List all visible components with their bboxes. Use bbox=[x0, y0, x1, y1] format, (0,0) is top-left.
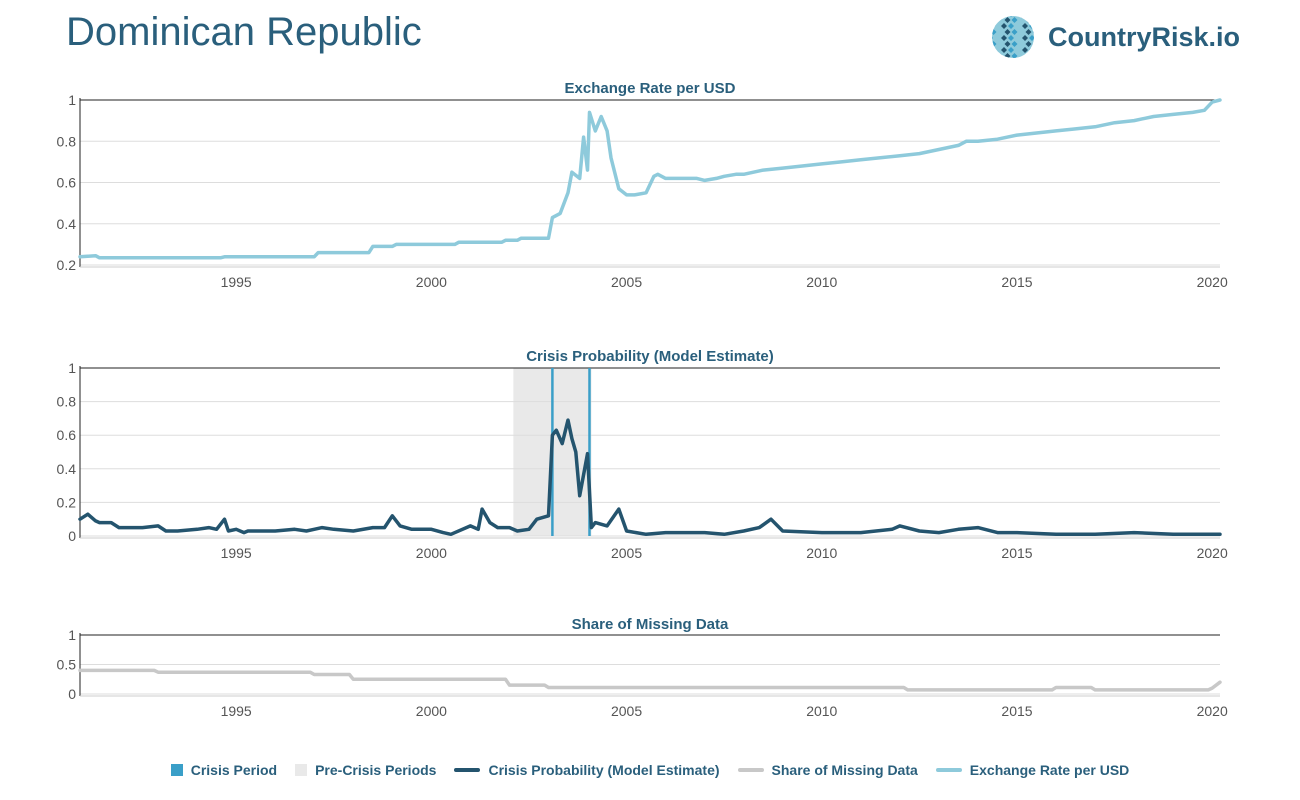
logo-diamond bbox=[1008, 47, 1014, 53]
chart-title: Crisis Probability (Model Estimate) bbox=[526, 348, 774, 365]
logo-diamond bbox=[1018, 29, 1025, 35]
logo-diamond bbox=[1022, 23, 1028, 29]
logo-diamond bbox=[1011, 41, 1018, 47]
legend-item[interactable]: Crisis Period bbox=[170, 762, 278, 778]
y-tick-label: 0.2 bbox=[57, 257, 77, 273]
legend-swatch-line bbox=[935, 768, 962, 772]
logo-diamond bbox=[997, 41, 1004, 47]
legend-item[interactable]: Exchange Rate per USD bbox=[935, 762, 1130, 778]
x-tick-label: 1995 bbox=[221, 703, 252, 719]
logo-diamond bbox=[992, 29, 997, 35]
logo-diamond bbox=[1015, 47, 1021, 53]
y-tick-label: 1 bbox=[68, 627, 76, 643]
y-tick-label: 0.5 bbox=[57, 657, 77, 673]
x-tick-label: 2005 bbox=[611, 274, 642, 290]
y-tick-label: 0.6 bbox=[57, 427, 77, 443]
page-title: Dominican Republic bbox=[66, 10, 422, 54]
legend: Crisis Period Pre-Crisis Periods Crisis Pr… bbox=[0, 762, 1300, 778]
legend-swatch-line bbox=[737, 768, 764, 772]
chart-panel-3: 0 0.5 1 1995 2000 2005 2010 2015 2020 Share of Mi… bbox=[57, 616, 1228, 719]
logo-diamond bbox=[1029, 35, 1034, 41]
legend-swatch-box bbox=[295, 764, 308, 776]
logo-diamond bbox=[1004, 29, 1011, 35]
y-tick-label: 1 bbox=[68, 360, 76, 376]
y-tick-label: 0.4 bbox=[57, 216, 77, 232]
logo-diamond bbox=[1004, 17, 1011, 23]
logo-diamond bbox=[1015, 35, 1021, 41]
legend-item[interactable]: Share of Missing Data bbox=[737, 762, 918, 778]
logo-diamond bbox=[1004, 41, 1011, 47]
y-tick-label: 0.8 bbox=[57, 394, 77, 410]
chart-panel-1: 0.2 0.4 0.6 0.8 1 1995 2000 2005 2010 2015 2020 Exc… bbox=[57, 80, 1228, 290]
logo-diamond bbox=[1001, 35, 1007, 41]
series-line bbox=[78, 668, 1222, 692]
x-tick-label: 2000 bbox=[416, 274, 447, 290]
y-tick-label: 0.6 bbox=[57, 175, 77, 191]
logo-diamond bbox=[1022, 47, 1028, 53]
logo-diamond bbox=[1018, 41, 1025, 47]
legend-label: Exchange Rate per USD bbox=[969, 762, 1130, 778]
x-tick-label: 2000 bbox=[416, 703, 447, 719]
x-tick-label: 2015 bbox=[1001, 274, 1032, 290]
chart-panel-2: 0 0.2 0.4 0.6 0.8 1 1995 2000 2005 2010 2015 2020 Cr… bbox=[57, 348, 1228, 561]
y-tick-label: 0 bbox=[68, 528, 76, 544]
logo-diamond bbox=[1008, 35, 1014, 41]
logo-diamond bbox=[1025, 41, 1032, 47]
x-tick-label: 2015 bbox=[1001, 545, 1032, 561]
logo-diamond bbox=[1011, 17, 1018, 23]
x-tick-label: 2015 bbox=[1001, 703, 1032, 719]
x-tick-label: 2010 bbox=[806, 703, 837, 719]
legend-label: Share of Missing Data bbox=[771, 762, 918, 778]
logo-diamond bbox=[1015, 23, 1021, 29]
x-tick-label: 2020 bbox=[1197, 274, 1228, 290]
logo-diamond bbox=[1022, 35, 1028, 41]
logo-diamond bbox=[992, 41, 997, 47]
y-tick-label: 0 bbox=[68, 686, 76, 702]
x-tick-label: 2000 bbox=[416, 545, 447, 561]
x-tick-label: 1995 bbox=[221, 545, 252, 561]
y-tick-label: 0.4 bbox=[57, 461, 77, 477]
logo-diamond bbox=[1011, 29, 1018, 35]
legend-swatch-line bbox=[454, 768, 481, 772]
logo-diamond bbox=[1001, 23, 1007, 29]
logo-diamond bbox=[1011, 53, 1018, 58]
chart-title: Share of Missing Data bbox=[572, 616, 729, 633]
logo-globe-icon bbox=[992, 16, 1034, 58]
x-tick-label: 2020 bbox=[1197, 545, 1228, 561]
x-tick-label: 2005 bbox=[611, 545, 642, 561]
x-tick-label: 2020 bbox=[1197, 703, 1228, 719]
series-line bbox=[78, 418, 1222, 537]
x-tick-label: 1995 bbox=[221, 274, 252, 290]
legend-label: Crisis Period bbox=[190, 762, 278, 778]
logo-diamond bbox=[1008, 23, 1014, 29]
y-tick-label: 1 bbox=[68, 92, 76, 108]
logo-text: CountryRisk.io bbox=[1048, 22, 1241, 52]
legend-swatch-box bbox=[170, 764, 183, 776]
series-line bbox=[78, 98, 1222, 260]
x-tick-label: 2010 bbox=[806, 545, 837, 561]
legend-item[interactable]: Pre-Crisis Periods bbox=[295, 762, 436, 778]
y-tick-label: 0.2 bbox=[57, 494, 77, 510]
x-tick-label: 2005 bbox=[611, 703, 642, 719]
logo-diamond bbox=[997, 29, 1004, 35]
chart-title: Exchange Rate per USD bbox=[565, 80, 736, 97]
legend-label: Crisis Probability (Model Estimate) bbox=[488, 762, 720, 778]
legend-item[interactable]: Crisis Probability (Model Estimate) bbox=[454, 762, 720, 778]
logo-diamond bbox=[994, 35, 1000, 41]
logo-diamond bbox=[1025, 29, 1032, 35]
logo-diamond bbox=[1001, 47, 1007, 53]
y-tick-label: 0.8 bbox=[57, 133, 77, 149]
legend-label: Pre-Crisis Periods bbox=[315, 762, 437, 778]
x-tick-label: 2010 bbox=[806, 274, 837, 290]
